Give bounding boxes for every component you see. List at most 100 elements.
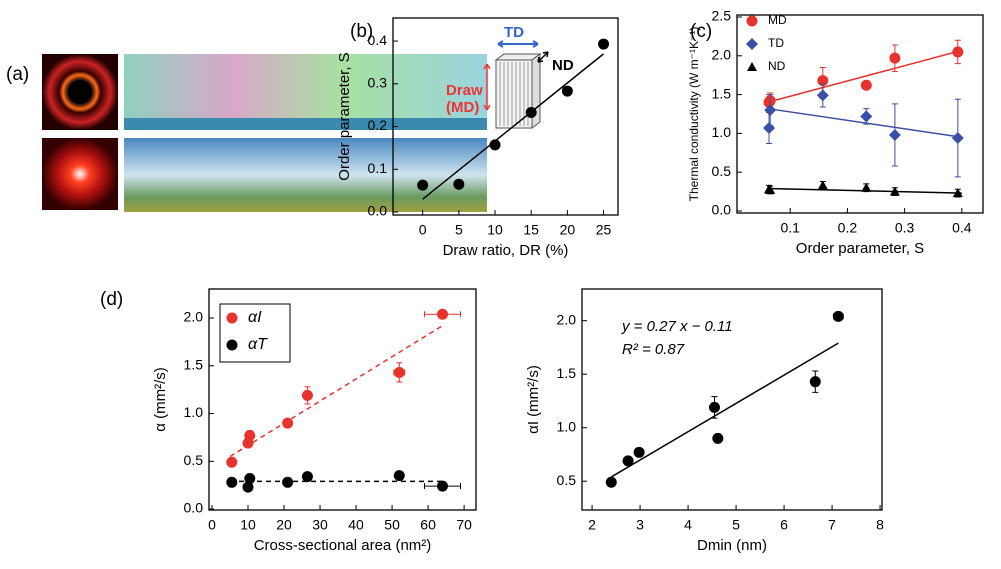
point xyxy=(301,389,313,401)
x-tick-label: 10 xyxy=(240,517,256,533)
y-tick-label: 2.5 xyxy=(712,8,732,24)
plot-frame xyxy=(392,17,619,216)
plot-frame xyxy=(736,14,984,214)
point xyxy=(489,139,501,151)
y-tick-label: 0.4 xyxy=(368,32,388,48)
x-tick-label: 3 xyxy=(636,517,644,533)
x-tick-label: 4 xyxy=(684,517,692,533)
x-tick-label: 50 xyxy=(384,517,400,533)
x-axis-label: Order parameter, S xyxy=(796,240,924,257)
x-tick-label: 8 xyxy=(876,517,884,533)
plot-frame xyxy=(208,288,477,511)
annotation: (MD) xyxy=(446,99,479,116)
fit-line xyxy=(767,107,962,139)
point xyxy=(393,470,405,482)
y-tick-label: 1.0 xyxy=(712,124,732,140)
point xyxy=(889,52,901,64)
x-tick-label: 20 xyxy=(560,222,576,238)
x-tick-label: 0.4 xyxy=(952,220,972,236)
x-tick-label: 40 xyxy=(348,517,364,533)
point xyxy=(765,185,776,195)
legend-label: TD xyxy=(768,36,784,50)
x-tick-label: 30 xyxy=(312,517,328,533)
y-axis-label: αI (mm²/s) xyxy=(525,365,542,434)
y-tick-label: 0.1 xyxy=(368,160,388,176)
y-tick-label: 2.0 xyxy=(184,309,204,325)
legend-swatch xyxy=(746,38,758,50)
y-tick-label: 1.0 xyxy=(557,418,577,434)
point xyxy=(242,481,254,493)
point xyxy=(393,366,405,378)
x-tick-label: 2 xyxy=(588,517,596,533)
y-axis-label: Order parameter, S xyxy=(336,52,353,180)
x-tick-label: 0.2 xyxy=(838,220,858,236)
fit-line xyxy=(610,342,839,478)
point xyxy=(282,417,294,429)
point xyxy=(453,178,465,190)
annotation: y = 0.27 x − 0.11 xyxy=(621,318,733,335)
x-tick-label: 70 xyxy=(456,517,472,533)
point xyxy=(633,446,645,458)
point xyxy=(226,476,238,488)
y-tick-label: 0.0 xyxy=(368,203,388,219)
y-tick-label: 1.0 xyxy=(184,404,204,420)
point xyxy=(763,121,776,134)
point xyxy=(952,46,964,58)
point xyxy=(598,38,610,50)
legend-swatch xyxy=(226,339,238,351)
y-tick-label: 0.5 xyxy=(184,452,204,468)
y-tick-label: 2.0 xyxy=(557,311,577,327)
fit-line xyxy=(422,53,605,200)
point xyxy=(860,110,873,123)
x-tick-label: 6 xyxy=(780,517,788,533)
point xyxy=(860,79,872,91)
x-tick-label: 20 xyxy=(276,517,292,533)
annotation: R² = 0.87 xyxy=(622,341,685,358)
y-axis-label: Thermal conductivity (W m⁻¹K⁻¹) xyxy=(687,27,701,202)
point xyxy=(437,308,449,320)
panel-a-images xyxy=(42,54,487,212)
x-tick-label: 25 xyxy=(596,222,612,238)
fit-line xyxy=(229,325,443,458)
x-tick-label: 5 xyxy=(732,517,740,533)
x-tick-label: 0.3 xyxy=(895,220,915,236)
point xyxy=(861,182,872,192)
y-tick-label: 0.0 xyxy=(712,202,732,218)
annotation: ND xyxy=(552,57,574,74)
x-tick-label: 7 xyxy=(828,517,836,533)
point xyxy=(951,132,964,145)
point xyxy=(561,85,573,97)
annotation: TD xyxy=(504,24,524,41)
legend-frame xyxy=(219,303,291,363)
point xyxy=(952,188,963,198)
x-tick-label: 5 xyxy=(455,222,463,238)
x-tick-label: 0 xyxy=(419,222,427,238)
point xyxy=(832,310,844,322)
panel-label: (c) xyxy=(690,21,712,42)
legend-label: αI xyxy=(248,309,262,326)
y-tick-label: 1.5 xyxy=(712,85,732,101)
x-tick-label: 60 xyxy=(420,517,436,533)
panel-label: (a) xyxy=(6,64,29,85)
legend-label: ND xyxy=(768,59,786,73)
y-axis-label: α (mm²/s) xyxy=(152,367,169,431)
y-tick-label: 0.2 xyxy=(368,117,388,133)
point xyxy=(301,471,313,483)
point xyxy=(244,472,256,484)
point xyxy=(417,179,429,191)
point xyxy=(809,376,821,388)
point xyxy=(244,430,256,442)
legend-swatch xyxy=(226,312,238,324)
point xyxy=(764,104,777,117)
point xyxy=(282,476,294,488)
y-tick-label: 0.0 xyxy=(184,500,204,516)
y-tick-label: 2.0 xyxy=(712,47,732,63)
legend-swatch xyxy=(747,62,757,71)
inset-sample xyxy=(483,40,549,129)
point xyxy=(888,128,901,141)
y-tick-label: 0.5 xyxy=(712,163,732,179)
point xyxy=(712,432,724,444)
panel-label: (b) xyxy=(350,21,373,42)
point xyxy=(437,480,449,492)
